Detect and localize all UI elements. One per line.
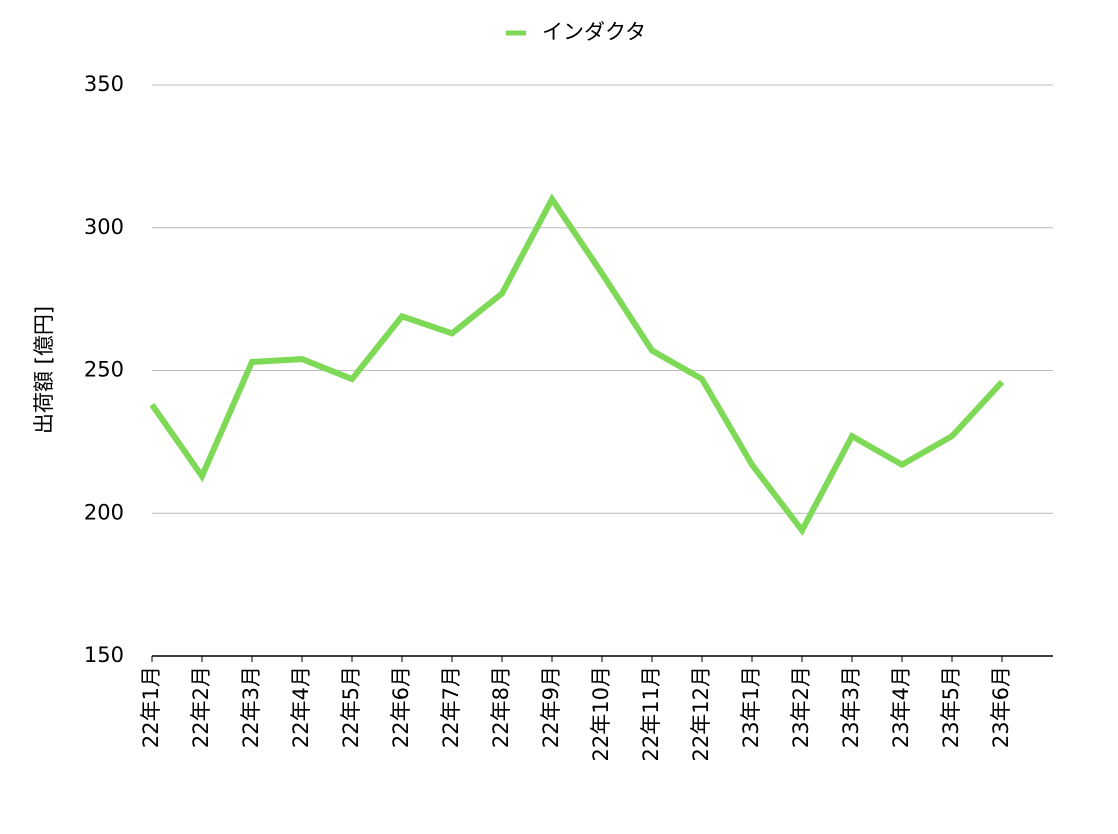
x-tick-label: 22年12月 (689, 666, 713, 761)
y-axis-label: 出荷額 [億円] (32, 306, 56, 434)
y-tick-label: 200 (84, 500, 124, 524)
x-tick-label: 23年4月 (889, 666, 913, 748)
x-tick-label: 22年2月 (189, 666, 213, 748)
x-tick-label: 23年3月 (839, 666, 863, 748)
x-tick-label: 22年7月 (439, 666, 463, 748)
x-tick-label: 22年10月 (589, 666, 613, 761)
x-tick-label: 22年5月 (339, 666, 363, 748)
x-tick-label: 23年1月 (739, 666, 763, 748)
y-tick-label: 250 (84, 358, 124, 382)
data-line (149, 193, 1005, 536)
x-tick-label: 22年8月 (489, 666, 513, 748)
y-tick-label: 350 (84, 72, 124, 96)
x-tick-label: 23年2月 (789, 666, 813, 748)
x-tick-label: 23年5月 (939, 666, 963, 748)
y-tick-label: 300 (84, 215, 124, 239)
y-tick-label: 150 (84, 643, 124, 667)
legend-label: インダクタ (542, 20, 646, 44)
x-tick-label: 22年3月 (239, 666, 263, 748)
x-tick-label: 22年9月 (539, 666, 563, 748)
x-tick-label: 22年6月 (389, 666, 413, 748)
x-tick-label: 22年4月 (289, 666, 313, 748)
x-tick-label: 23年6月 (989, 666, 1013, 748)
x-tick-label: 22年1月 (139, 666, 163, 748)
x-tick-label: 22年11月 (639, 666, 663, 761)
